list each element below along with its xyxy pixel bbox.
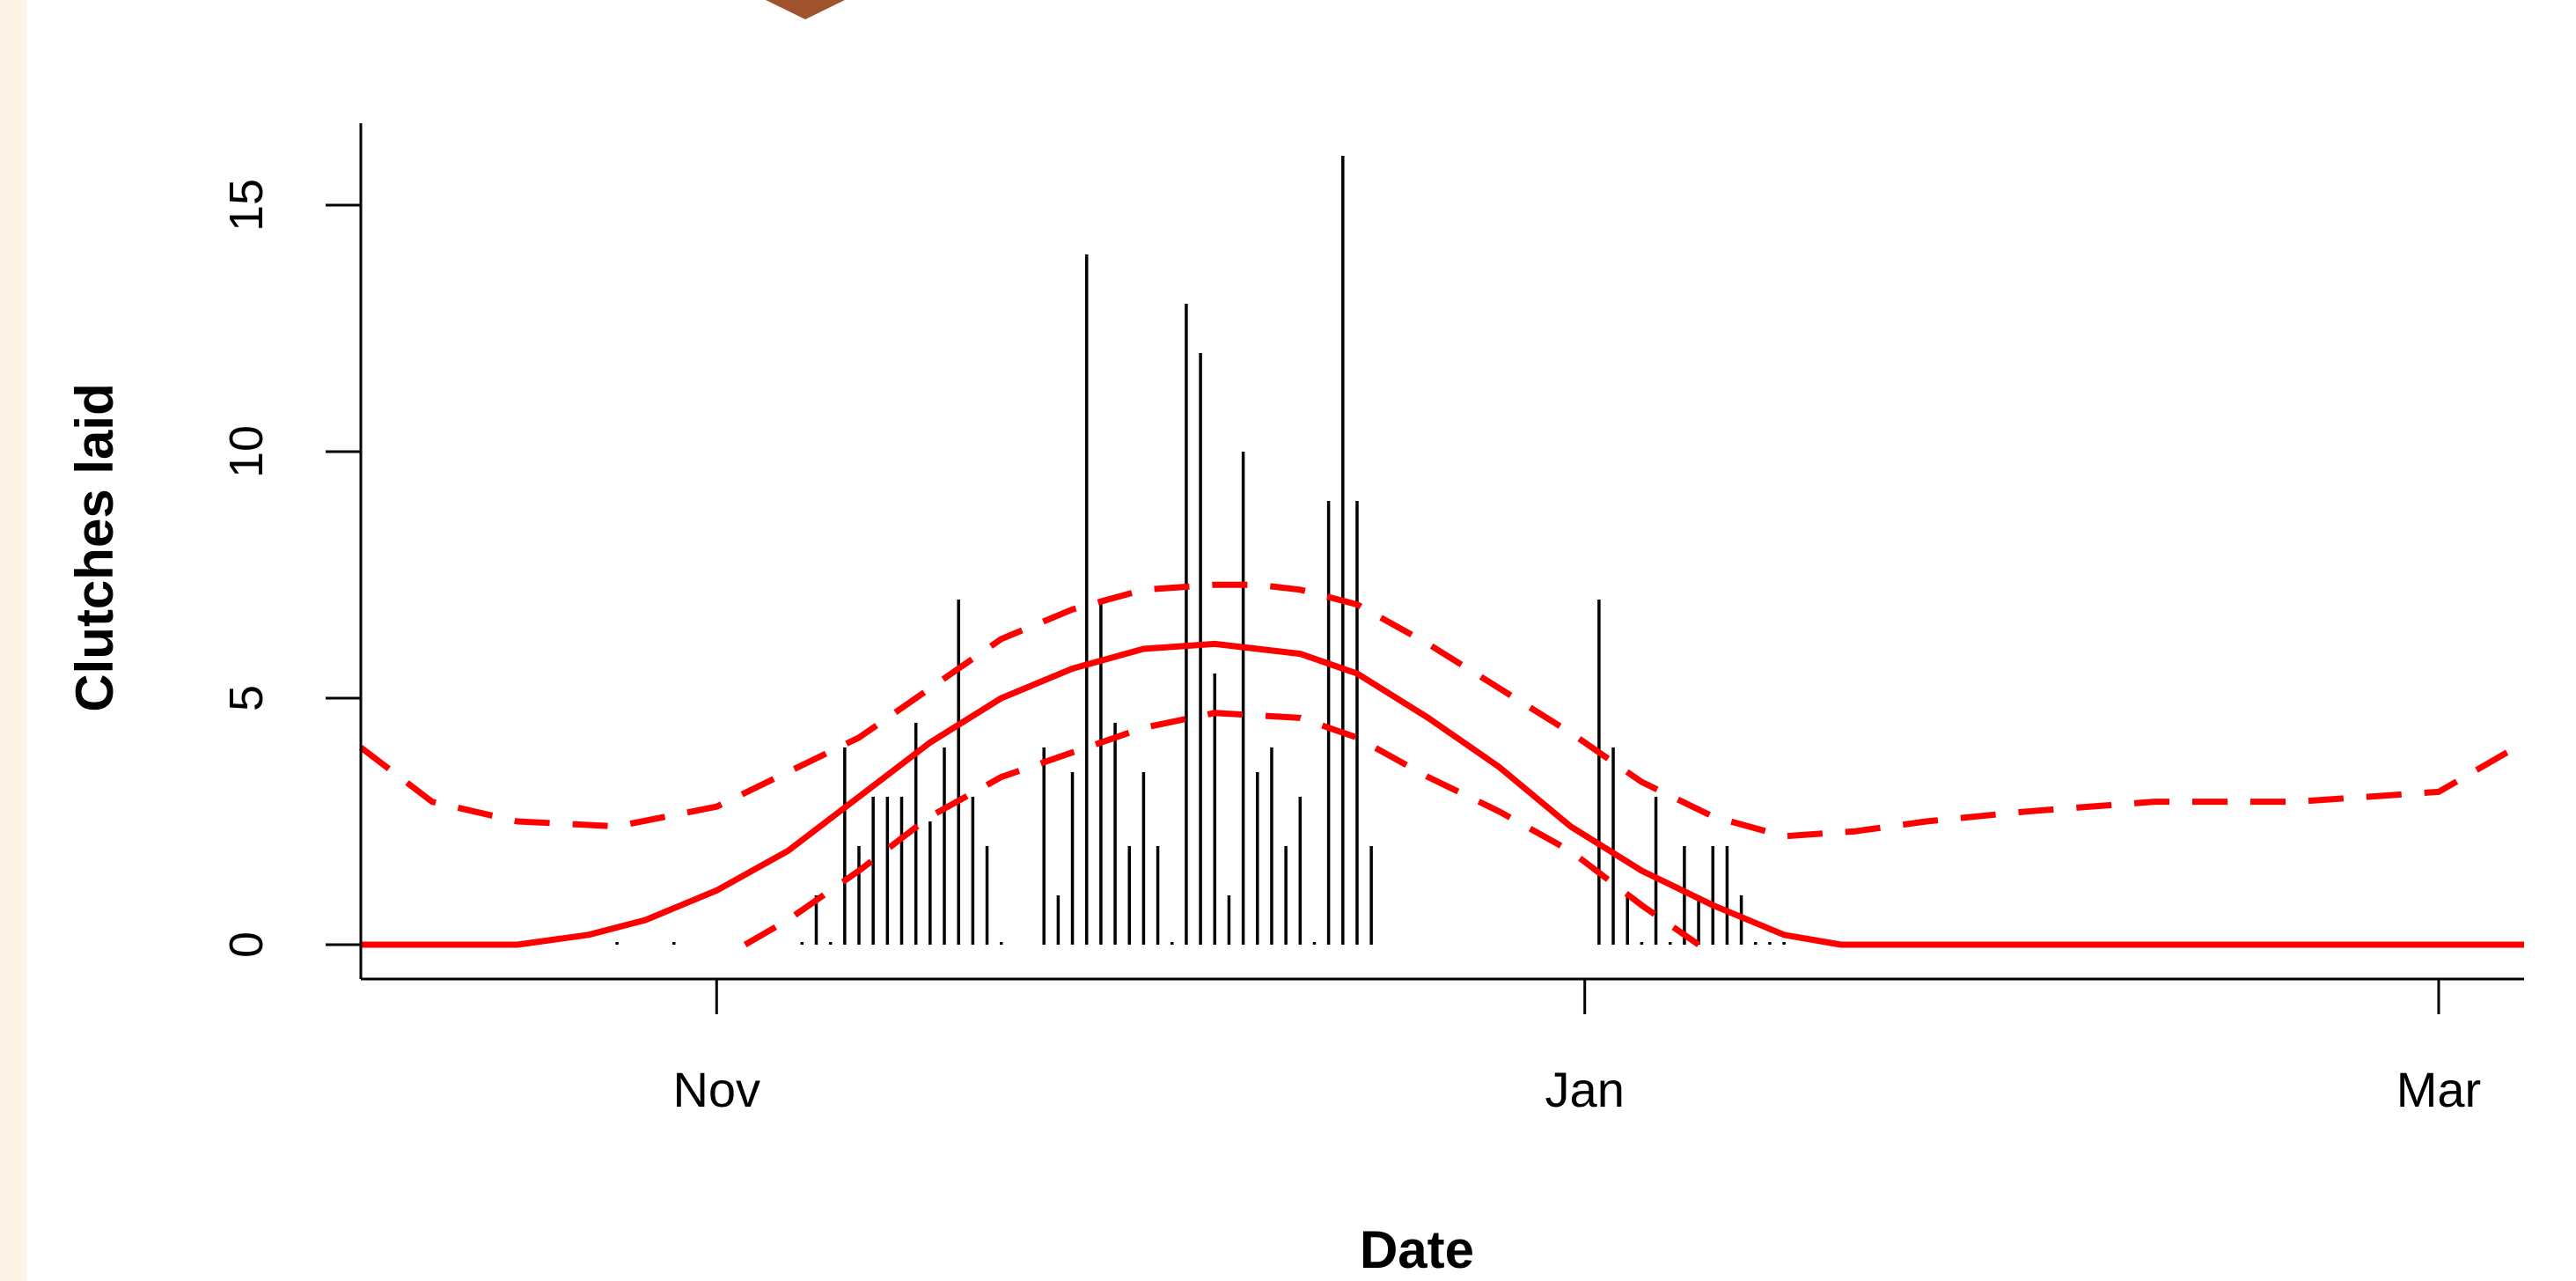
x-axis-label: Date xyxy=(1360,1220,1474,1279)
top-ornament-shape xyxy=(766,0,845,19)
confidence-bound-line xyxy=(358,581,2526,840)
ornament-path xyxy=(766,0,845,19)
x-tick-label: Jan xyxy=(1545,1062,1625,1117)
plot-panel xyxy=(26,0,2576,1281)
y-tick-label: 0 xyxy=(220,931,273,958)
y-tick-label: 15 xyxy=(220,179,273,232)
y-tick-label: 10 xyxy=(220,425,273,478)
bars-layer xyxy=(615,156,1786,945)
y-axis-label: Clutches laid xyxy=(65,383,124,711)
axes-layer: 0 5 10 15 Nov Jan Mar xyxy=(220,123,2524,1117)
fitted-curve-line xyxy=(361,640,2524,948)
confidence-bound-line xyxy=(743,710,1701,948)
x-tick-label: Nov xyxy=(672,1062,760,1117)
fit-lines-layer xyxy=(358,581,2526,948)
y-tick-label: 5 xyxy=(220,685,273,711)
x-tick-label: Mar xyxy=(2396,1062,2481,1117)
